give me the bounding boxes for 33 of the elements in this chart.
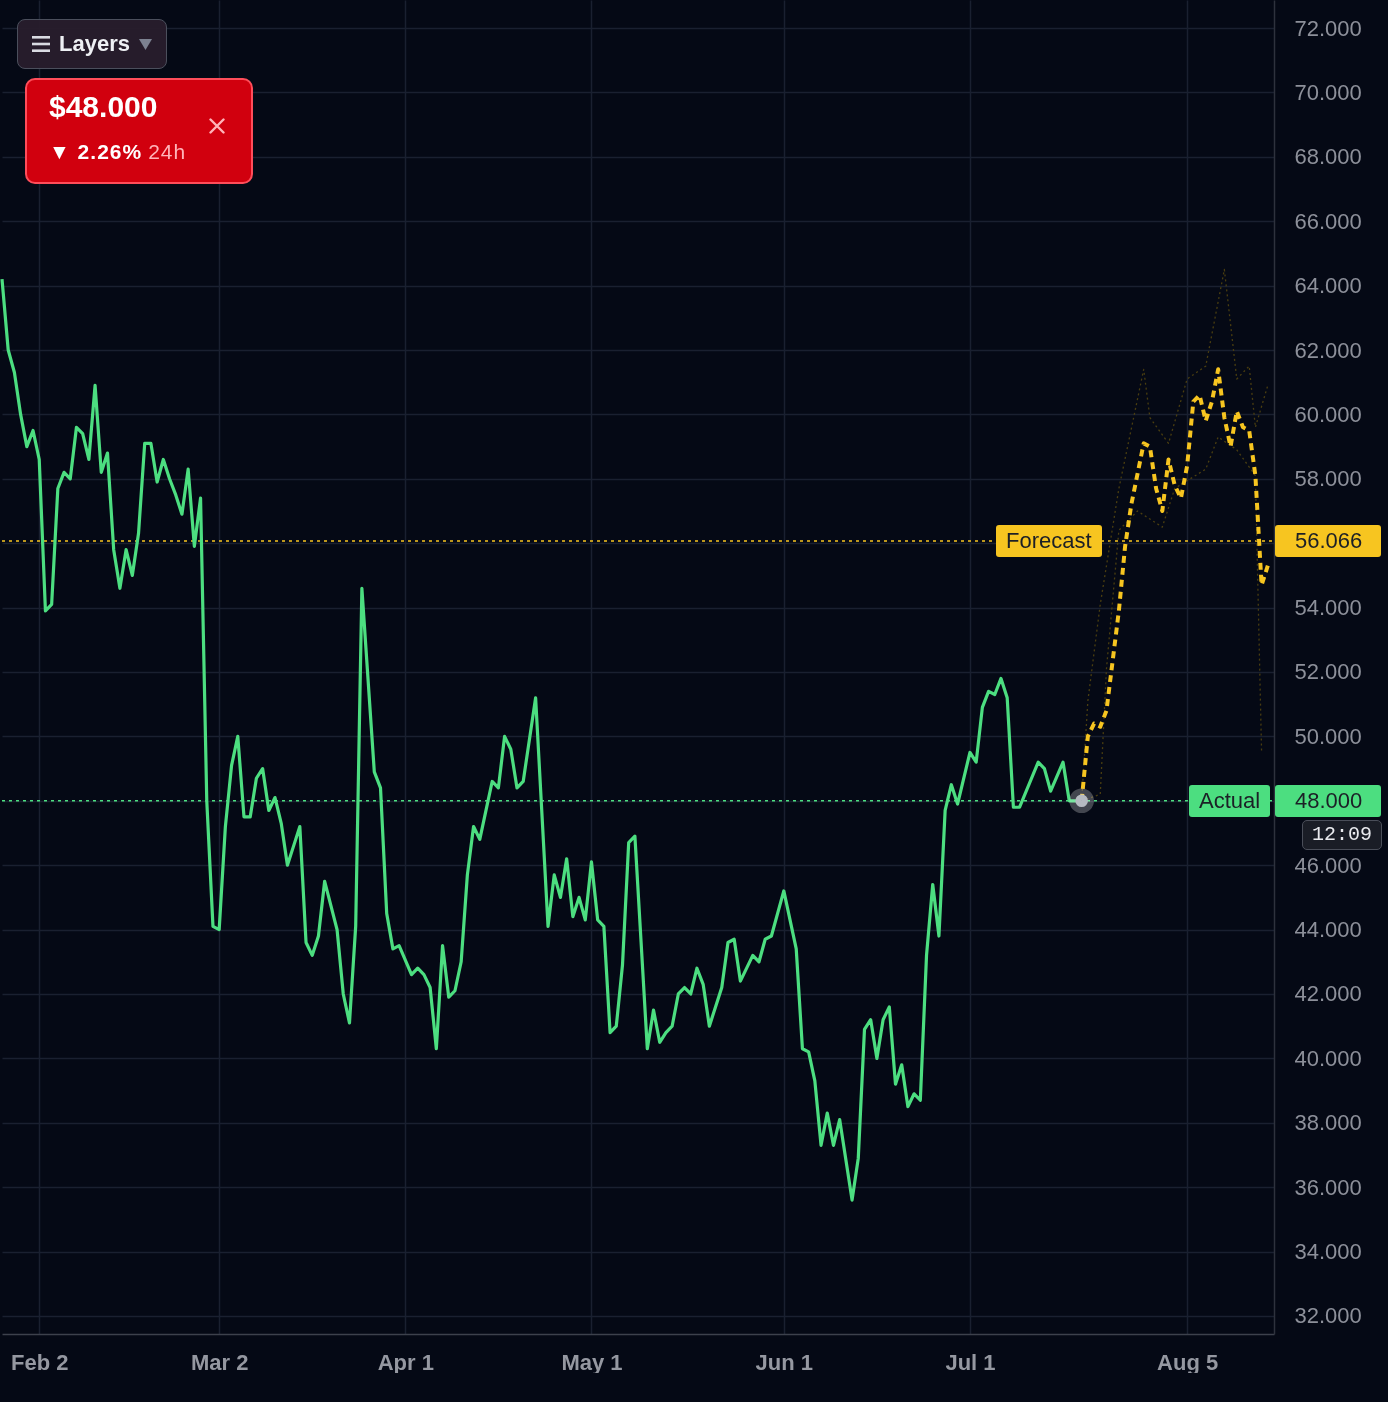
annotation: $48.000 xyxy=(49,90,158,124)
text: 12:09 xyxy=(1302,819,1383,850)
y-tick-label: 36.000 xyxy=(1294,1174,1362,1200)
y-tick-label: 70.000 xyxy=(1294,79,1362,105)
y-tick-label: 32.000 xyxy=(1294,1303,1362,1329)
x-tick-label: Feb 2 xyxy=(10,1349,69,1375)
y-tick-label: 66.000 xyxy=(1294,208,1362,234)
text: 56.066 xyxy=(1275,525,1381,558)
ref-line-label: Actual xyxy=(1189,784,1271,817)
x-tick-label: Mar 2 xyxy=(190,1349,249,1375)
y-tick-label: 68.000 xyxy=(1294,144,1362,170)
y-tick-label: 40.000 xyxy=(1294,1045,1362,1071)
y-tick-label: 60.000 xyxy=(1294,401,1362,427)
price-card: $48.000 ▼ 2.26% 24h xyxy=(25,78,253,184)
x-tick-label: Jul 1 xyxy=(945,1349,996,1375)
y-tick-label: 44.000 xyxy=(1294,917,1362,943)
annotation: ▼ 2.26% 24h xyxy=(49,140,187,163)
y-tick-label: 64.000 xyxy=(1294,273,1362,299)
y-tick-label: 72.000 xyxy=(1294,15,1362,41)
y-tick-label: 58.000 xyxy=(1294,466,1362,492)
y-tick-label: 42.000 xyxy=(1294,981,1362,1007)
y-tick-label: 50.000 xyxy=(1294,723,1362,749)
dropdown-button: Layers xyxy=(17,19,167,69)
y-tick-label: 34.000 xyxy=(1294,1239,1362,1265)
ref-line-label: Forecast xyxy=(996,525,1102,558)
x-tick-label: Jun 1 xyxy=(755,1349,814,1375)
annotation: Layers xyxy=(59,31,130,57)
y-tick-label: 38.000 xyxy=(1294,1110,1362,1136)
y-tick-label: 62.000 xyxy=(1294,337,1362,363)
y-tick-label: 46.000 xyxy=(1294,852,1362,878)
y-tick-label: 52.000 xyxy=(1294,659,1362,685)
y-tick-label: 54.000 xyxy=(1294,595,1362,621)
text: 48.000 xyxy=(1275,784,1381,817)
